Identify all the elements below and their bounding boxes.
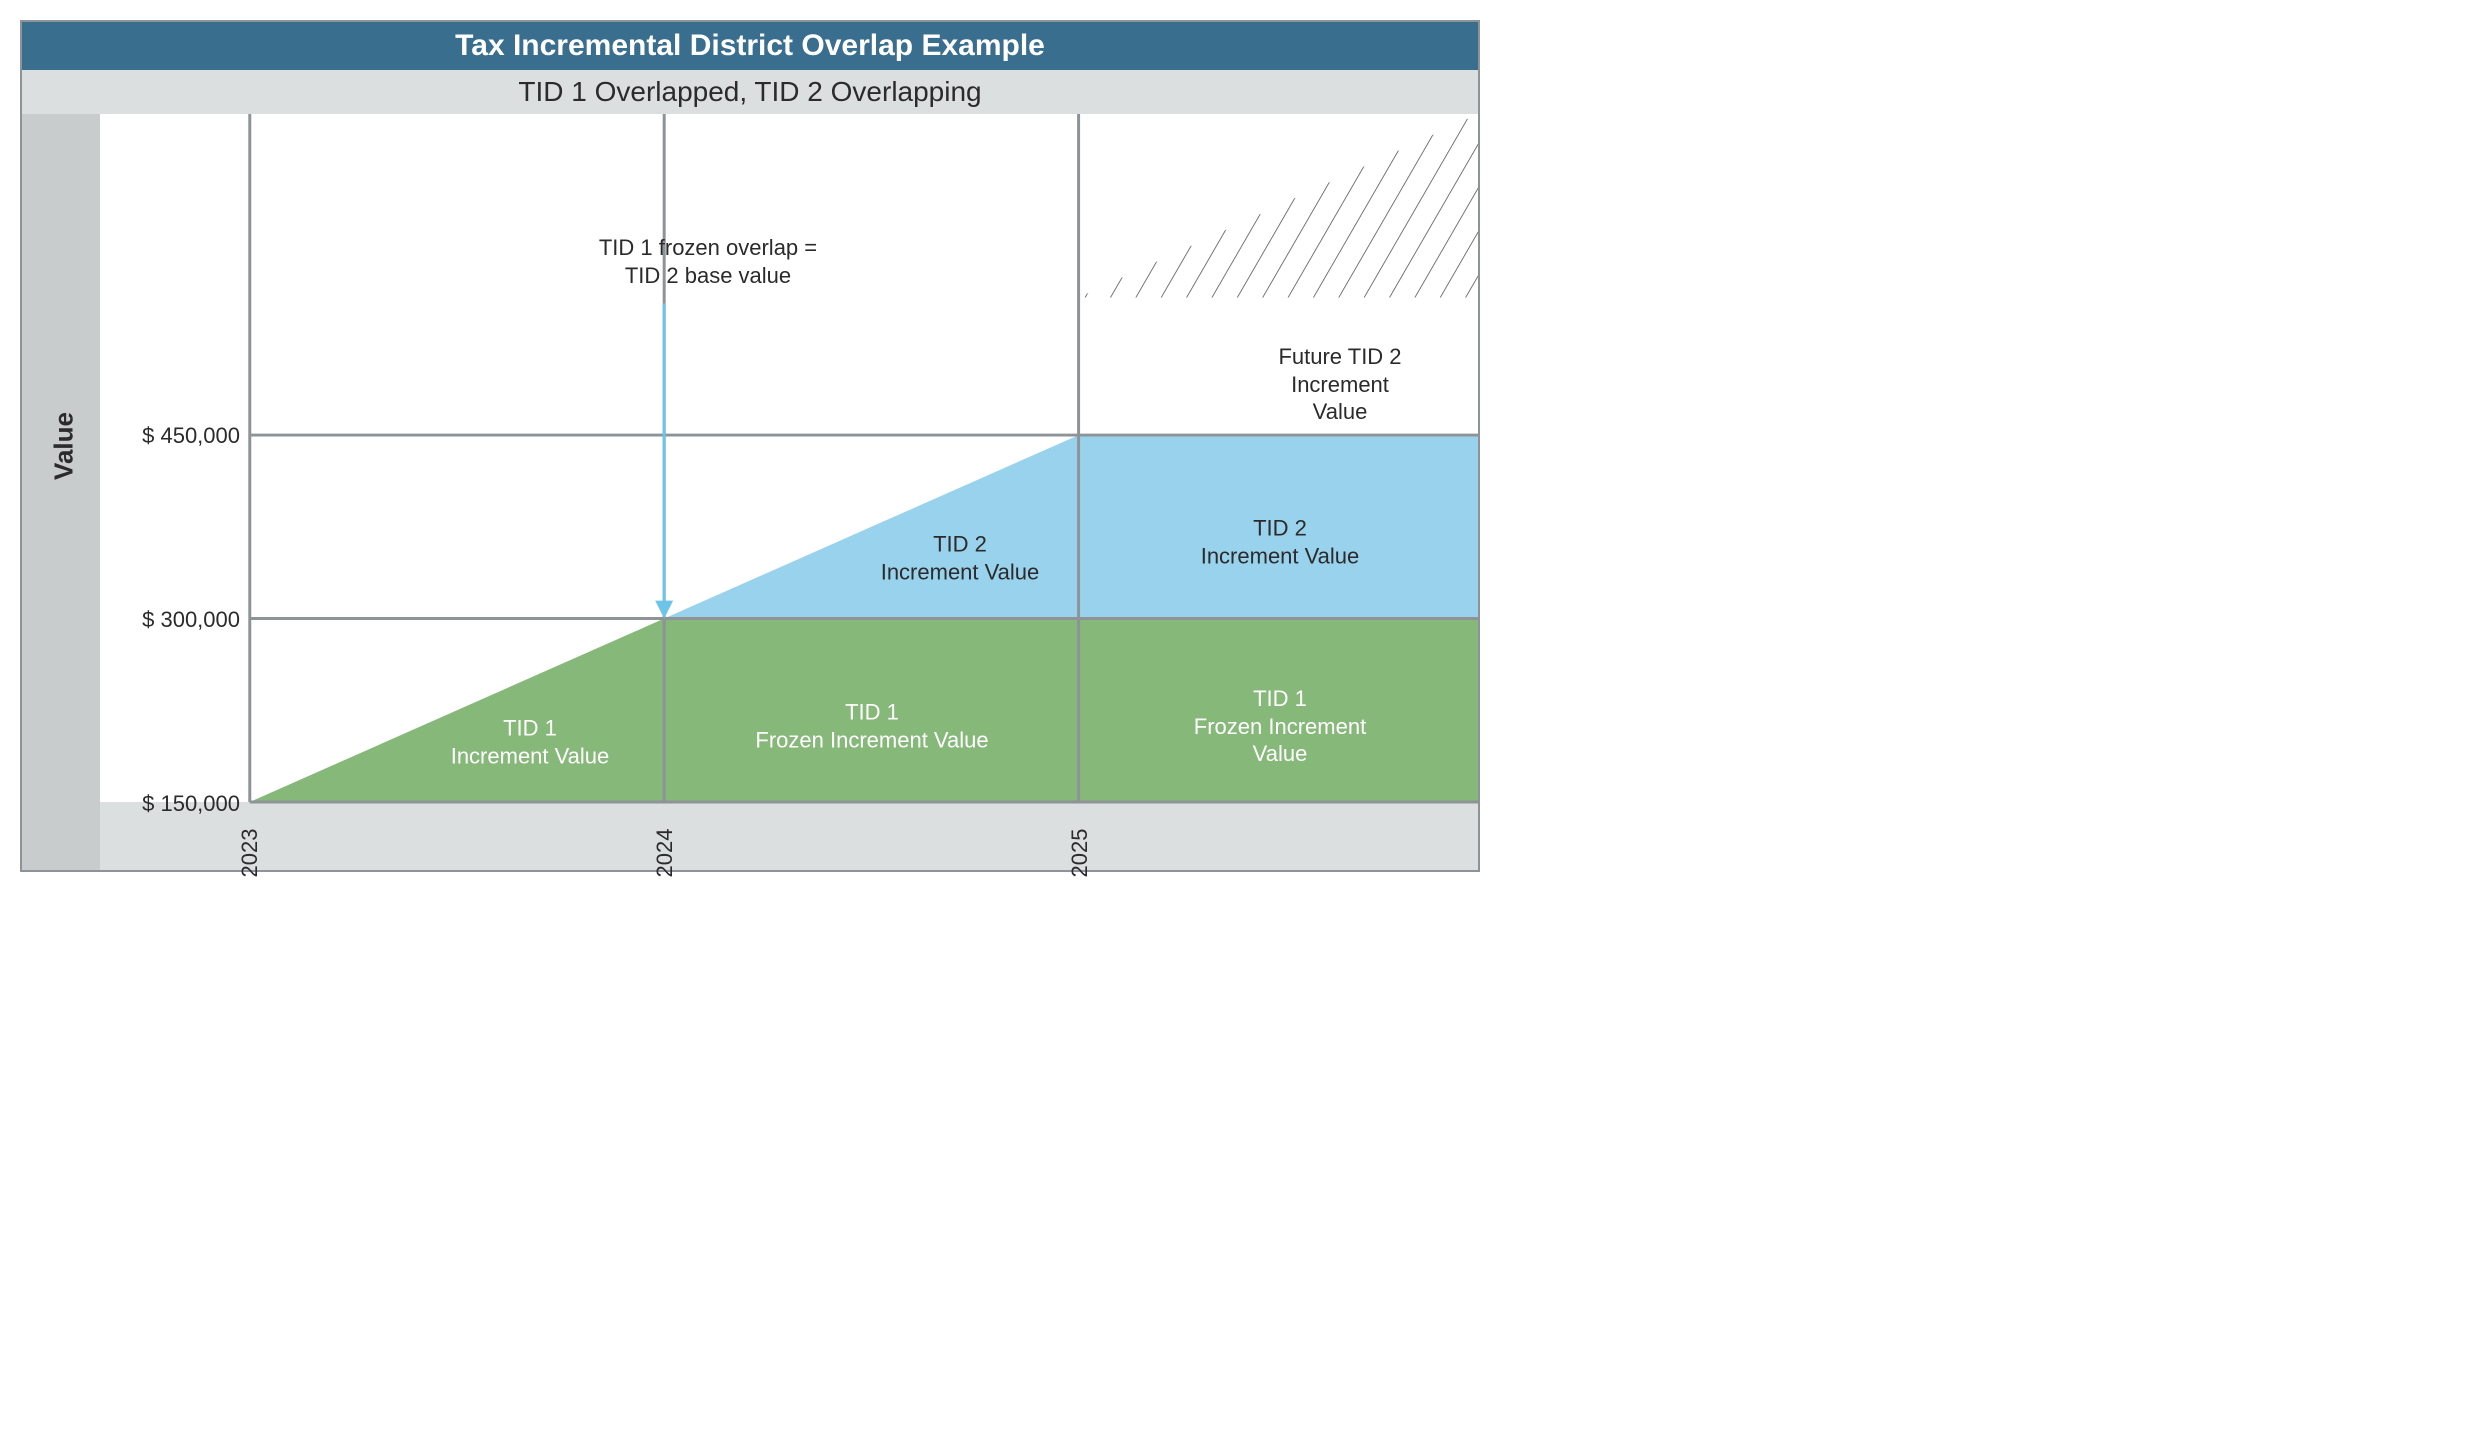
plot-area: $ 150,000 $ 300,000 $ 450,000 2023 2024 … [100,114,1478,802]
label-tid2-increment-2025-text: TID 2Increment Value [1201,516,1360,569]
xtick-2023: 2023 [237,829,263,878]
label-tid1-frozen-2024: TID 1Frozen Increment Value [755,699,988,754]
label-tid1-frozen-2025: TID 1Frozen Increment Value [1181,685,1379,768]
tid2-increment-triangle [664,435,1078,618]
ytick-150k: $ 150,000 [142,791,240,817]
y-axis-background [22,114,100,870]
callout-text-content: TID 1 frozen overlap =TID 2 base value [599,235,817,288]
chart-title: Tax Incremental District Overlap Example [22,22,1478,70]
label-future-tid2: Future TID 2Increment Value [1271,343,1409,426]
chart-container: Tax Incremental District Overlap Example… [20,20,1480,872]
label-tid1-frozen-2024-text: TID 1Frozen Increment Value [755,700,988,753]
ytick-300k: $ 300,000 [142,607,240,633]
x-axis-background [100,802,1478,870]
label-tid1-increment: TID 1Increment Value [451,715,610,770]
label-tid1-increment-text: TID 1Increment Value [451,716,610,769]
label-tid2-increment-tri: TID 2Increment Value [881,531,1040,586]
label-tid2-increment-2025: TID 2Increment Value [1201,515,1360,570]
label-tid1-frozen-2025-text: TID 1Frozen Increment Value [1194,686,1366,766]
xtick-2025: 2025 [1067,829,1093,878]
tid1-increment-triangle [250,619,664,802]
xtick-2024: 2024 [652,829,678,878]
chart-subtitle: TID 1 Overlapped, TID 2 Overlapping [22,70,1478,114]
label-tid2-increment-tri-text: TID 2Increment Value [881,532,1040,585]
label-future-tid2-text: Future TID 2Increment Value [1278,344,1401,424]
callout-text: TID 1 frozen overlap =TID 2 base value [599,234,817,289]
y-axis-label: Value [48,412,79,480]
ytick-450k: $ 450,000 [142,423,240,449]
